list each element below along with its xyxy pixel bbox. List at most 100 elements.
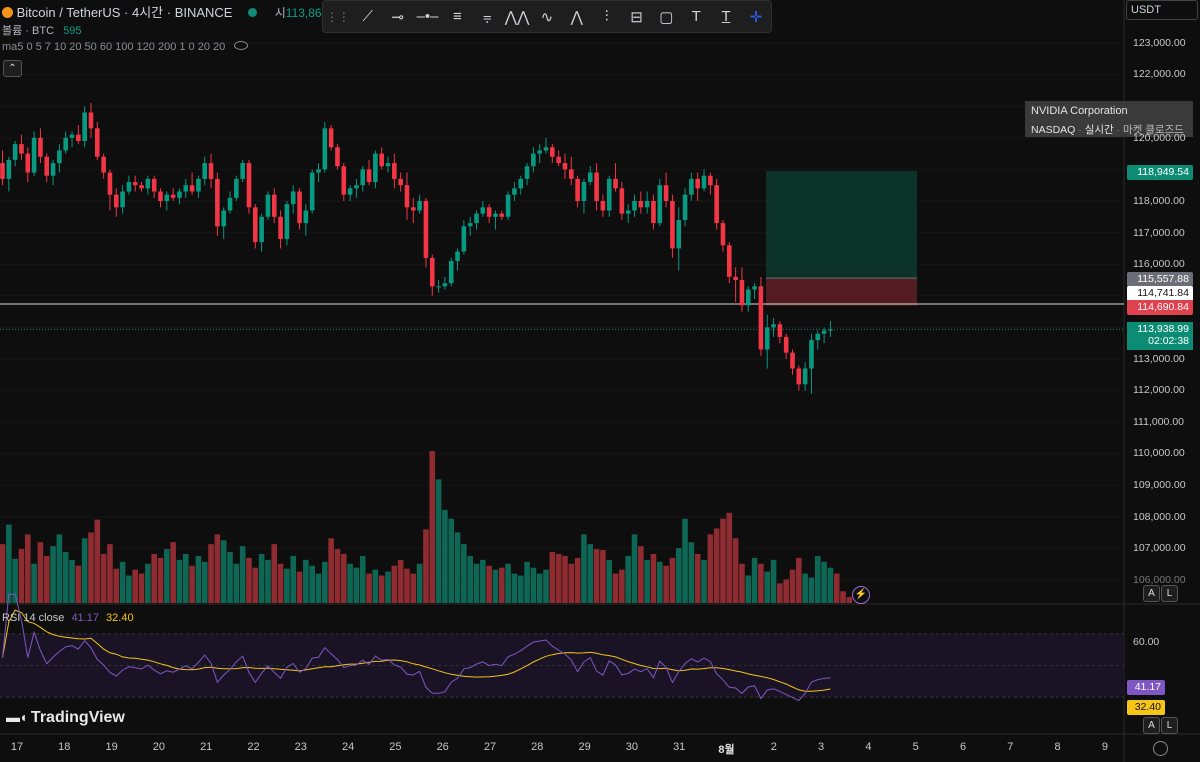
volume-bar <box>758 563 764 603</box>
volume-bar <box>6 524 12 603</box>
tradingview-logo[interactable]: ▬◖ TradingView <box>6 709 125 727</box>
candle-body <box>739 280 745 306</box>
collapse-legend-button[interactable]: ⌃ <box>3 60 22 77</box>
drag-handle-icon[interactable]: ⋮⋮ <box>325 9 350 24</box>
horizontal-line-icon[interactable]: –•– <box>416 8 439 25</box>
volume-legend[interactable]: 볼륨 · BTC 595 <box>2 22 81 38</box>
candle-body <box>335 147 340 167</box>
horizontal-ray-icon[interactable]: ⊸ <box>391 8 404 26</box>
candle-body <box>284 204 290 239</box>
candle-body <box>733 276 738 280</box>
candle-body <box>88 112 94 129</box>
auto-scale-button[interactable]: A <box>1143 585 1160 602</box>
volume-bar <box>151 553 157 603</box>
volume-bar <box>694 553 701 603</box>
price-label: 106,000.00 <box>1133 574 1186 586</box>
candle-body <box>537 150 542 154</box>
fib-retracement-icon[interactable]: ⩦ <box>482 8 492 25</box>
time-label: 21 <box>200 741 213 753</box>
bitcoin-icon <box>2 7 13 18</box>
elliott-wave-icon[interactable]: ∿ <box>540 8 554 26</box>
volume-bar <box>707 534 714 603</box>
price-label: 118,000.00 <box>1133 195 1185 207</box>
candle-body <box>385 163 391 167</box>
volume-bar <box>669 557 676 603</box>
open-value: 113,862 <box>285 6 329 20</box>
currency-select[interactable]: USDT <box>1126 0 1198 20</box>
current-price: 113,938.99 <box>1137 323 1189 335</box>
tooltip-realtime: 실시간 <box>1084 124 1114 136</box>
time-label: 29 <box>578 741 591 753</box>
volume-bar <box>37 542 44 603</box>
time-label: 20 <box>152 741 166 753</box>
long-position-icon[interactable]: ⫶ <box>604 8 609 25</box>
volume-bar <box>385 571 391 603</box>
volume-bar <box>119 561 126 603</box>
candle-body <box>360 169 366 186</box>
rsi-level-label: 60.00 <box>1133 636 1160 648</box>
price-label: 107,000.00 <box>1133 542 1186 554</box>
symbol-legend[interactable]: Bitcoin / TetherUS · 4시간 · BINANCE 시113,… <box>2 2 328 21</box>
rsi-auto-button[interactable]: A <box>1143 717 1160 734</box>
candle-body <box>164 194 170 201</box>
volume-bar <box>239 546 246 603</box>
log-scale-button[interactable]: L <box>1161 585 1178 602</box>
candle-body <box>316 169 321 173</box>
abcd-pattern-icon[interactable]: ⋀ <box>570 8 583 26</box>
volume-bar <box>284 568 290 603</box>
volume-bar <box>81 538 88 603</box>
parallel-channel-icon[interactable]: ≡ <box>452 8 462 25</box>
candle-body <box>392 163 397 179</box>
volume-bar <box>126 575 132 603</box>
volume-bar <box>322 561 328 603</box>
pitchfork-icon[interactable]: ⋀⋀ <box>504 8 530 26</box>
time-label: 5 <box>912 741 919 753</box>
crosshair-icon[interactable]: ✛ <box>749 8 763 26</box>
eye-slash-icon[interactable] <box>234 41 249 50</box>
candle-body <box>208 163 214 179</box>
candle-body <box>493 213 498 217</box>
rsi-legend[interactable]: RSI 14 close 41.17 32.40 <box>2 612 134 624</box>
text-icon[interactable]: T <box>691 8 701 25</box>
rsi-value-tag: 41.17 <box>1127 680 1165 695</box>
candle-body <box>423 201 429 258</box>
market-status-dot <box>248 8 258 17</box>
volume-bar <box>587 544 594 603</box>
current-price-tag: 113,938.99 02:02:38 <box>1127 322 1193 350</box>
volume-bar <box>549 552 556 603</box>
ma-legend[interactable]: ma5 0 5 7 10 20 50 60 100 120 200 1 0 20… <box>2 41 249 53</box>
symbol-title: Bitcoin / TetherUS · 4시간 · BINANCE <box>16 5 233 20</box>
trend-line-icon[interactable]: ⟋ <box>362 8 374 25</box>
rectangle-icon[interactable]: ▢ <box>659 8 674 26</box>
candle-body <box>341 166 347 195</box>
volume-bar <box>353 567 360 603</box>
volume-bar <box>62 552 69 603</box>
price-label: 120,000.00 <box>1133 132 1186 144</box>
settings-gear-icon[interactable] <box>1153 741 1168 756</box>
symbol-tooltip: NVIDIA Corporation NASDAQ · 실시간 · 마켓 클로즈… <box>1025 101 1193 137</box>
lightning-icon[interactable]: ⚡ <box>852 586 870 604</box>
text-note-icon[interactable]: T̲ <box>721 8 731 25</box>
candle-body <box>322 128 328 170</box>
rsi-log-button[interactable]: L <box>1161 717 1178 734</box>
candle-body <box>69 134 75 138</box>
candle-body <box>714 185 719 224</box>
candle-body <box>366 169 372 183</box>
volume-bar <box>530 567 537 603</box>
volume-bar <box>429 451 436 603</box>
volume-bar <box>505 563 511 603</box>
volume-bar <box>347 563 353 603</box>
candle-body <box>404 185 410 208</box>
rsi-ma-tag: 32.40 <box>1127 700 1165 715</box>
candle-body <box>19 144 24 154</box>
price-range-icon[interactable]: ⊟ <box>630 8 643 26</box>
volume-bar <box>404 568 410 603</box>
candle-body <box>796 368 802 385</box>
candle-body <box>436 286 441 288</box>
time-label: 17 <box>10 741 24 753</box>
stop-loss-tag: 114,690.84 <box>1127 300 1193 315</box>
volume-bar <box>498 567 505 603</box>
candle-body <box>411 207 416 211</box>
volume-bar <box>328 538 334 603</box>
